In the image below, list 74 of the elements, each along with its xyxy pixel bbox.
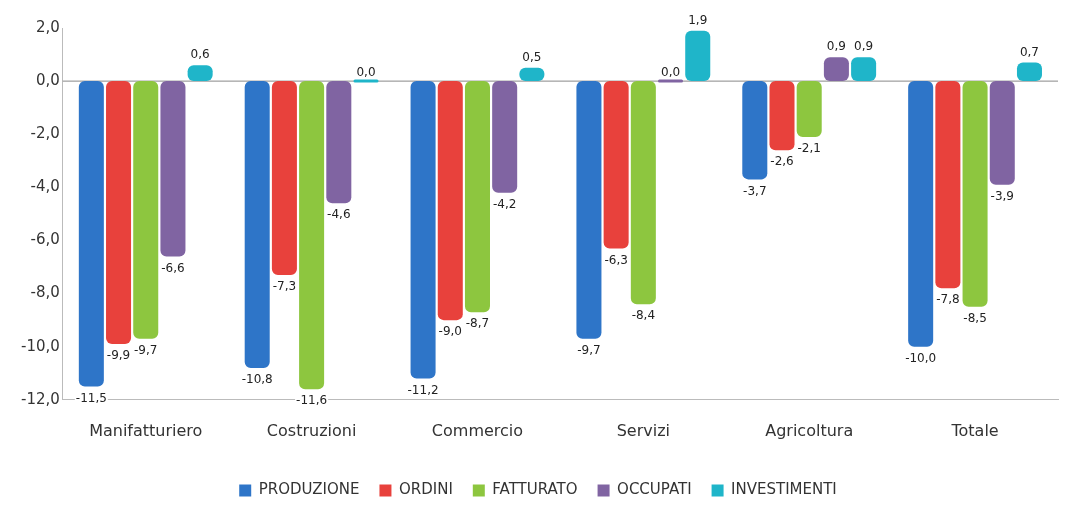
y-tick-label: -4,0 [30,177,60,196]
bar [492,81,518,193]
data-label: -9,7 [134,342,158,357]
data-label: -3,7 [743,183,767,198]
x-tick-label: Totale [950,420,999,440]
bar [769,81,795,151]
bar [437,81,463,321]
data-label: -11,2 [407,382,439,397]
data-label: -7,8 [936,292,960,307]
data-label: -3,9 [990,188,1014,203]
data-label: -6,3 [604,252,628,267]
data-label: -4,6 [327,207,351,222]
bar [299,81,325,390]
data-label: 0,0 [356,64,376,79]
data-label: -7,3 [272,279,297,294]
x-tick-label: Costruzioni [266,420,357,440]
y-tick-label: -12,0 [21,389,60,408]
data-label: -2,1 [797,141,821,156]
x-tick-label: Agricoltura [765,420,854,440]
data-label: -6,6 [161,260,185,275]
data-label: -9,0 [438,324,462,339]
x-tick-label: Commercio [431,420,524,440]
bar [244,81,270,368]
bar [851,57,877,82]
y-tick-label: 0,0 [35,71,60,89]
y-tick-label: 2,0 [35,17,60,36]
data-label: -8,7 [465,316,490,331]
bar [989,81,1015,185]
data-label: -2,6 [770,154,794,169]
data-label: -10,0 [905,350,937,365]
legend-label: OCCUPATI [617,480,692,499]
data-label: -9,7 [577,342,601,357]
bar [630,81,656,305]
y-tick-label: -6,0 [30,230,60,249]
bar [603,81,629,249]
data-label: -8,5 [963,310,987,325]
data-label: -8,4 [631,308,656,323]
bar [106,81,132,345]
data-label: -4,2 [492,196,517,211]
bar [78,81,104,387]
data-label: 0,0 [660,64,681,79]
bar [326,81,352,204]
data-label: -10,8 [241,372,273,387]
bar [908,81,934,347]
data-label: -11,6 [296,393,328,408]
bar [410,81,436,379]
data-label: 0,6 [190,47,210,62]
legend-label: PRODUZIONE [258,480,360,499]
data-label: 0,7 [1019,44,1040,59]
bar [962,81,988,307]
bar [160,81,186,257]
bar [796,81,822,137]
data-label: 0,5 [522,49,542,64]
bar [742,81,768,180]
legend-label: FATTURATO [492,480,578,499]
data-label: -9,9 [106,348,131,363]
legend-label: INVESTIMENTI [731,480,837,499]
bar [685,30,711,82]
data-label: 0,9 [826,39,846,54]
data-label: -11,5 [75,390,107,405]
y-tick-label: -10,0 [21,336,60,355]
bar [133,81,159,339]
x-tick-label: Servizi [616,420,671,440]
data-label: 0,9 [854,39,874,54]
bar [823,57,849,82]
legend-label: ORDINI [398,480,453,499]
y-tick-label: -2,0 [30,124,60,143]
data-label: 1,9 [688,12,708,27]
y-tick-label: -8,0 [30,283,60,302]
x-tick-label: Manifatturiero [89,420,203,440]
bar [464,81,490,313]
bar [935,81,961,289]
bar [576,81,602,339]
bar [271,81,297,275]
